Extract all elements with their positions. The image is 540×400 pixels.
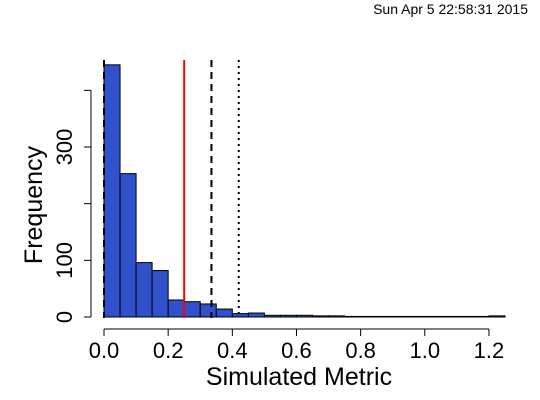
histogram-bar-0 <box>103 64 121 318</box>
x-tick-label-6: 1.2 <box>474 338 505 363</box>
histogram-bar-4 <box>167 299 185 318</box>
x-tick-label-2: 0.4 <box>217 338 248 363</box>
y-tick-label-0: 0 <box>52 311 77 323</box>
histogram-bar-9 <box>247 312 265 318</box>
y-axis-title: Frequency <box>20 145 48 264</box>
histogram-bar-16 <box>360 315 378 318</box>
x-tick-label-3: 0.6 <box>281 338 312 363</box>
x-tick-label-1: 0.2 <box>153 338 184 363</box>
histogram-bar-6 <box>199 303 217 318</box>
histogram-bar-21 <box>440 315 458 318</box>
histogram-bars <box>103 64 506 318</box>
y-axis: 0 100 300 <box>52 89 92 323</box>
histogram-bar-19 <box>408 315 426 318</box>
histogram-bar-15 <box>344 315 362 318</box>
histogram-bar-10 <box>263 314 281 318</box>
x-tick-label-4: 0.8 <box>345 338 376 363</box>
histogram-bar-1 <box>119 173 137 318</box>
reference-lines <box>103 60 240 318</box>
histogram-bar-3 <box>151 270 169 318</box>
histogram-bar-11 <box>279 314 297 318</box>
histogram-bar-17 <box>376 315 394 318</box>
histogram-bar-22 <box>456 315 474 318</box>
histogram-bar-8 <box>231 313 249 318</box>
y-tick-label-1: 100 <box>52 242 77 279</box>
histogram-bar-18 <box>392 315 410 318</box>
histogram-bar-2 <box>135 262 153 318</box>
histogram-bar-24 <box>488 315 506 318</box>
x-axis: 0.0 0.2 0.4 0.6 0.8 1.0 1.2 <box>89 328 505 363</box>
timestamp: Sun Apr 5 22:58:31 2015 <box>373 1 528 17</box>
x-axis-title: Simulated Metric <box>206 363 392 391</box>
histogram-bar-23 <box>472 315 490 318</box>
y-tick-label-3: 300 <box>52 129 77 166</box>
histogram-bar-20 <box>424 315 442 318</box>
histogram-bar-7 <box>215 308 233 318</box>
histogram-bar-13 <box>312 315 330 318</box>
histogram-bar-12 <box>295 314 314 318</box>
histogram-bar-14 <box>328 315 346 318</box>
x-tick-label-0: 0.0 <box>89 338 120 363</box>
x-tick-label-5: 1.0 <box>410 338 441 363</box>
histogram-bar-5 <box>183 301 201 318</box>
